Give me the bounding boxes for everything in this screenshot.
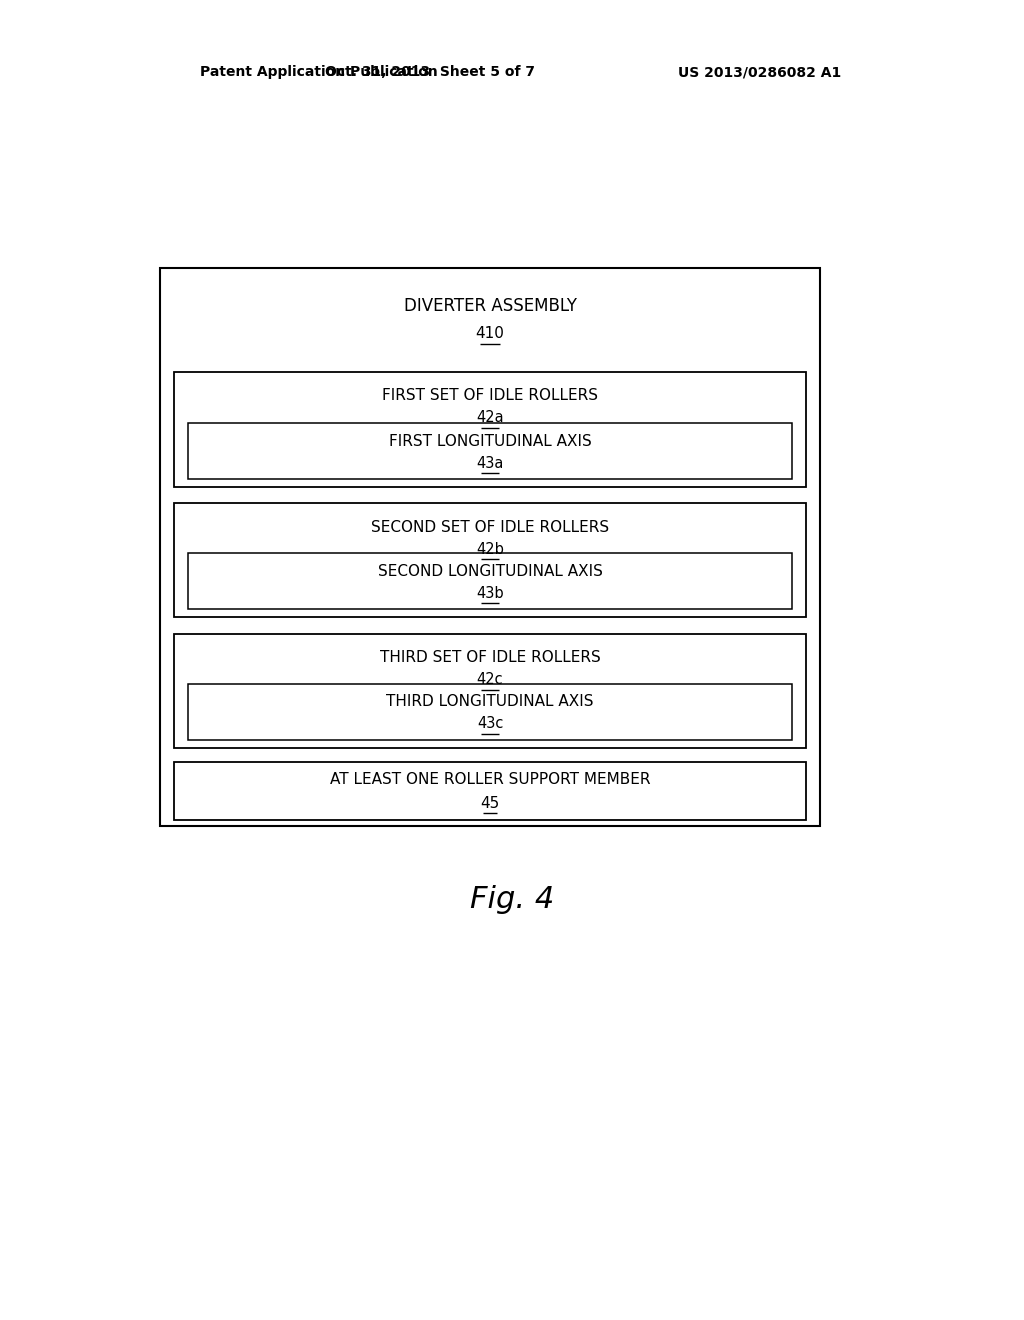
Text: 42b: 42b: [476, 541, 504, 557]
Bar: [174, 372, 806, 487]
Text: Oct. 31, 2013  Sheet 5 of 7: Oct. 31, 2013 Sheet 5 of 7: [325, 65, 535, 79]
Bar: [174, 634, 806, 748]
Text: 43b: 43b: [476, 586, 504, 601]
Bar: [188, 553, 792, 609]
Bar: [174, 762, 806, 820]
Text: US 2013/0286082 A1: US 2013/0286082 A1: [678, 65, 842, 79]
Text: SECOND LONGITUDINAL AXIS: SECOND LONGITUDINAL AXIS: [378, 564, 602, 578]
Text: FIRST LONGITUDINAL AXIS: FIRST LONGITUDINAL AXIS: [389, 433, 592, 449]
Text: SECOND SET OF IDLE ROLLERS: SECOND SET OF IDLE ROLLERS: [371, 520, 609, 535]
Bar: [188, 684, 792, 741]
Bar: [188, 422, 792, 479]
Text: 410: 410: [475, 326, 505, 342]
Text: 45: 45: [480, 796, 500, 810]
Text: FIRST SET OF IDLE ROLLERS: FIRST SET OF IDLE ROLLERS: [382, 388, 598, 404]
Text: Fig. 4: Fig. 4: [470, 886, 554, 915]
Text: 42c: 42c: [477, 672, 504, 688]
Text: 42a: 42a: [476, 411, 504, 425]
Text: Patent Application Publication: Patent Application Publication: [200, 65, 437, 79]
Text: 43a: 43a: [476, 455, 504, 470]
Text: DIVERTER ASSEMBLY: DIVERTER ASSEMBLY: [403, 297, 577, 315]
Text: THIRD SET OF IDLE ROLLERS: THIRD SET OF IDLE ROLLERS: [380, 651, 600, 665]
Text: THIRD LONGITUDINAL AXIS: THIRD LONGITUDINAL AXIS: [386, 694, 594, 710]
Bar: [160, 268, 820, 826]
Text: 43c: 43c: [477, 717, 503, 731]
Bar: [174, 503, 806, 616]
Text: AT LEAST ONE ROLLER SUPPORT MEMBER: AT LEAST ONE ROLLER SUPPORT MEMBER: [330, 772, 650, 788]
